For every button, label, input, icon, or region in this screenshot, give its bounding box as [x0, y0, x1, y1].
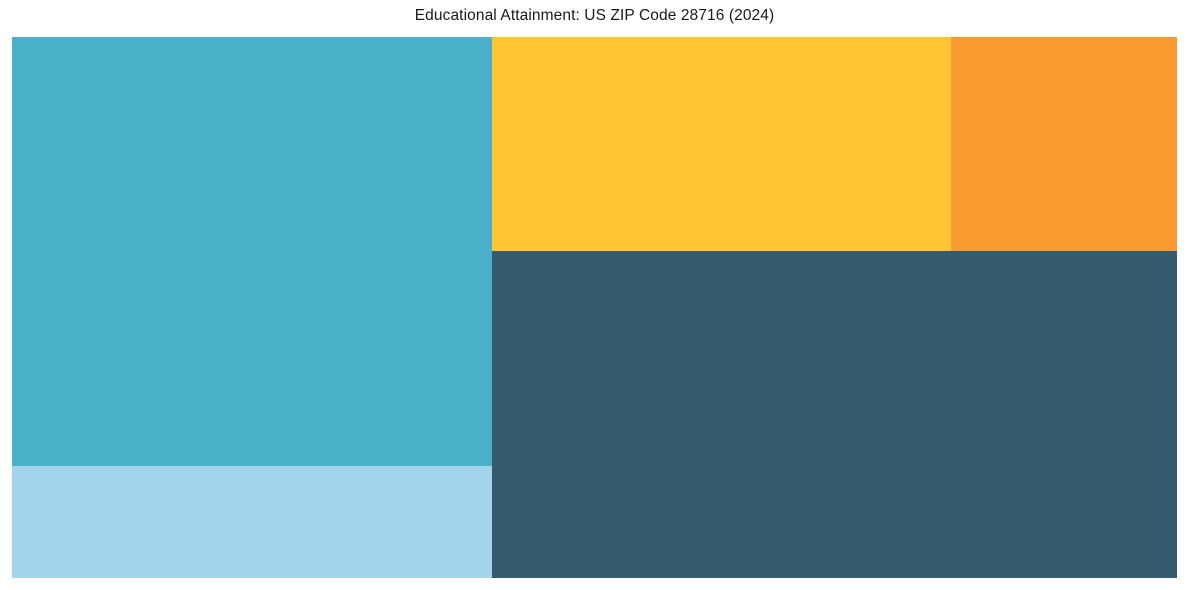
treemap-plot-area: High school graduateSome college or asso… [12, 37, 1177, 578]
treemap-tile[interactable]: High school graduate [492, 251, 1177, 578]
treemap-tile[interactable]: Less than high school [12, 466, 492, 578]
treemap-tile[interactable]: Bachelor's degree [492, 37, 951, 251]
treemap-tile[interactable]: Some college or associate's degree [12, 37, 492, 466]
chart-title: Educational Attainment: US ZIP Code 2871… [414, 7, 775, 24]
treemap-tile[interactable]: Graduate or professional degree [951, 37, 1177, 251]
